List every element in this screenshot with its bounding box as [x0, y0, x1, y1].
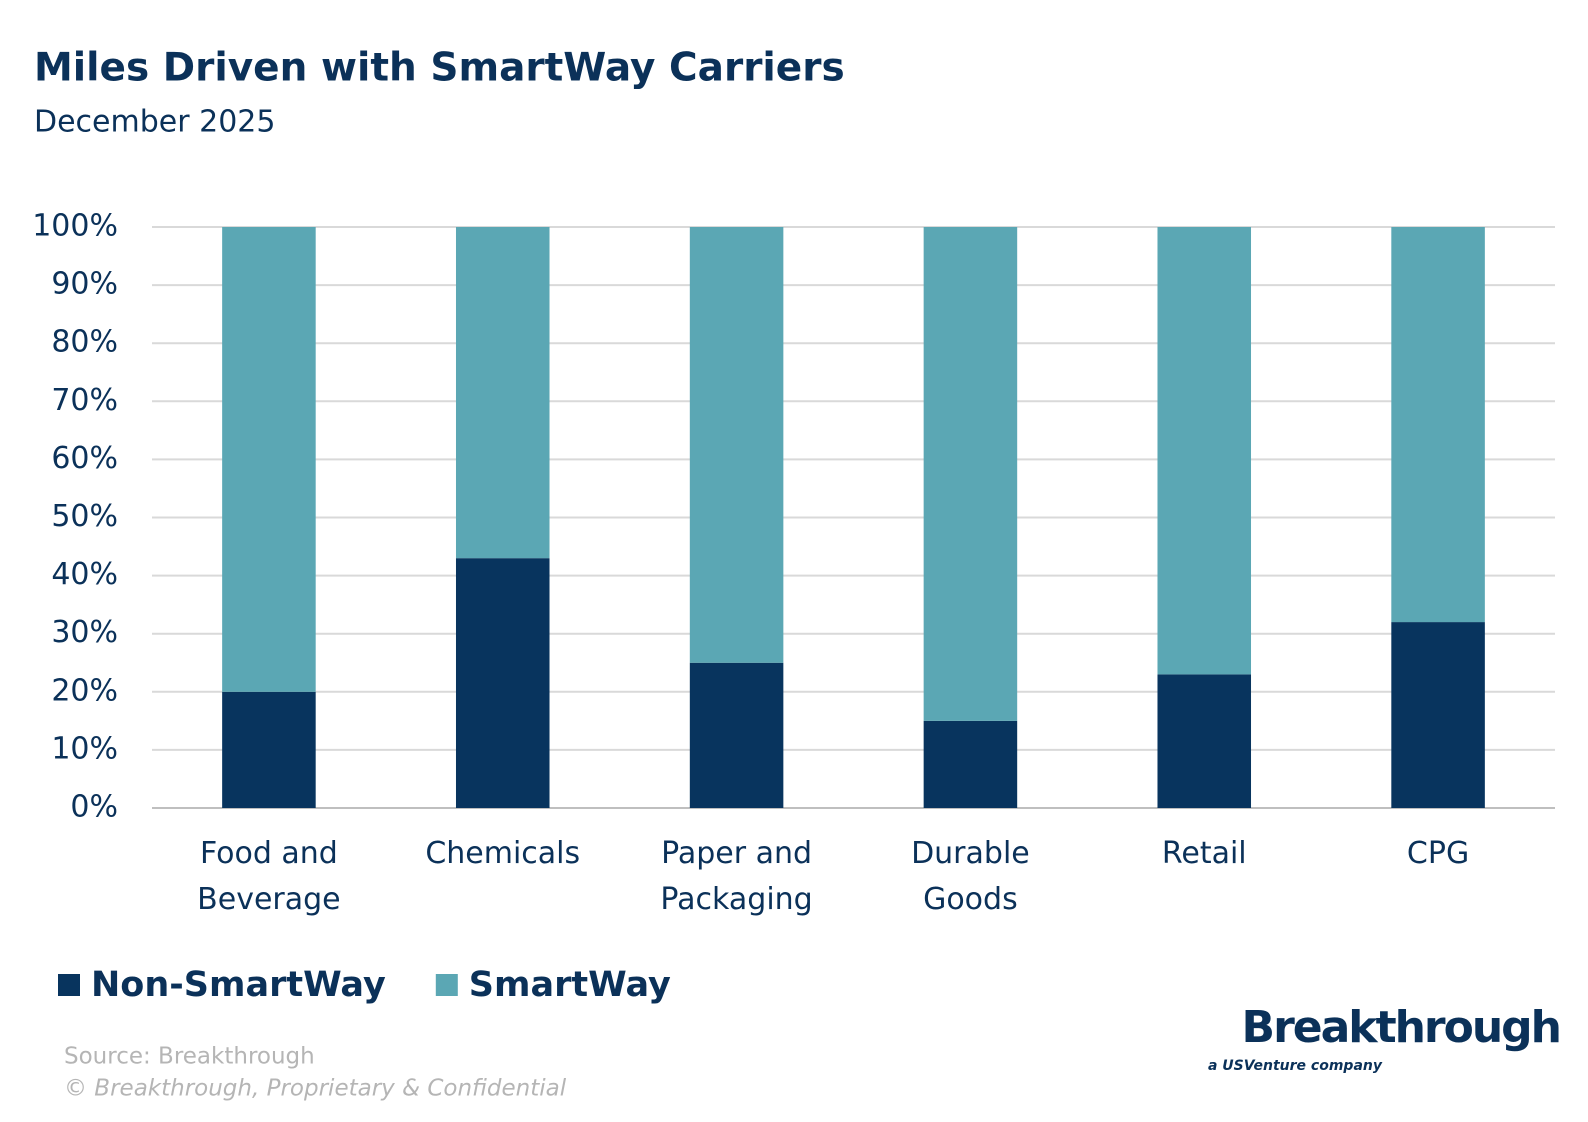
- y-tick-label: 100%: [32, 209, 118, 244]
- y-tick-label: 80%: [51, 325, 118, 360]
- y-tick-label: 40%: [51, 557, 118, 592]
- source: Source: Breakthrough: [64, 1044, 315, 1070]
- logo-tagline: a USVenture company: [1208, 1058, 1383, 1074]
- x-tick-label: Durable Goods: [911, 836, 1030, 917]
- chart-title: Miles Driven with SmartWay Carriers: [34, 46, 845, 91]
- bar-segment: [1391, 622, 1485, 808]
- legend-label: SmartWay: [469, 965, 671, 1005]
- x-tick-label: Chemicals: [425, 836, 581, 871]
- x-tick-label: Retail: [1161, 836, 1247, 871]
- y-tick-label: 50%: [51, 499, 118, 534]
- bar-segment: [689, 227, 784, 663]
- bar-segment: [1391, 227, 1485, 623]
- bar-segment: [222, 227, 316, 692]
- y-tick-label: 90%: [51, 267, 118, 302]
- bar-segment: [923, 720, 1018, 808]
- bar-segment: [1157, 227, 1252, 675]
- logo-name: Breakthrough: [1242, 1002, 1560, 1053]
- chart-subtitle: December 2025: [34, 105, 275, 140]
- bar-segment: [455, 227, 550, 559]
- y-tick-label: 60%: [51, 441, 118, 476]
- bar-segment: [1157, 674, 1252, 808]
- bar-segment: [923, 227, 1018, 721]
- y-tick-label: 70%: [51, 383, 118, 418]
- copyright: © Breakthrough, Proprietary & Confidenti…: [64, 1076, 567, 1102]
- y-tick-label: 30%: [51, 615, 118, 650]
- legend-label: Non-SmartWay: [91, 965, 386, 1005]
- x-tick-label: CPG: [1406, 836, 1470, 871]
- x-tick-label: Food and Beverage: [197, 836, 341, 917]
- legend-swatch: [435, 974, 458, 996]
- legend-swatch: [58, 974, 80, 996]
- bar-segment: [222, 691, 316, 808]
- bar-segment: [689, 662, 784, 808]
- y-tick-label: 10%: [51, 731, 118, 766]
- x-tick-label: Paper and Packaging: [660, 836, 813, 917]
- y-tick-label: 20%: [51, 673, 118, 708]
- y-tick-label: 0%: [70, 790, 118, 825]
- bar-segment: [455, 558, 550, 808]
